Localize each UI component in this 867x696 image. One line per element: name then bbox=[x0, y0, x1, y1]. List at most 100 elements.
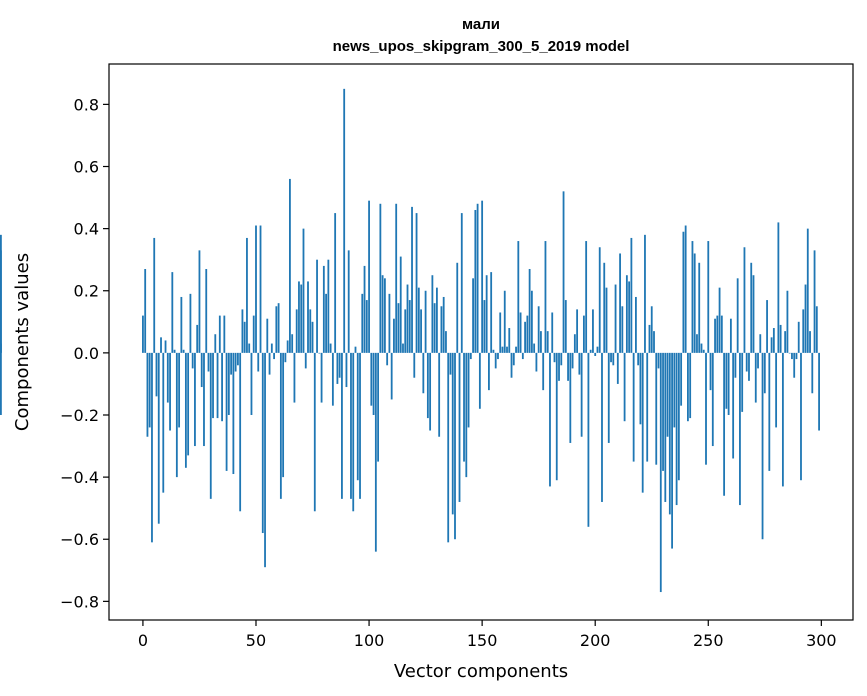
bar-129 bbox=[433, 303, 436, 353]
bar-287 bbox=[791, 352, 793, 360]
bar-267 bbox=[745, 352, 748, 372]
bar-155 bbox=[492, 349, 495, 353]
bar-76 bbox=[313, 352, 316, 512]
bar-194 bbox=[580, 352, 583, 437]
bar-196 bbox=[585, 241, 588, 353]
bar-88 bbox=[341, 352, 343, 499]
bar-165 bbox=[515, 346, 517, 353]
bar-57 bbox=[270, 343, 273, 353]
bar-36 bbox=[223, 315, 226, 353]
bar-252 bbox=[711, 352, 714, 447]
bar-132 bbox=[440, 306, 443, 353]
x-tick-label: 150 bbox=[467, 631, 498, 650]
bar-104 bbox=[377, 352, 380, 462]
bar-28 bbox=[205, 269, 208, 353]
bar-215 bbox=[628, 281, 631, 353]
bar-242 bbox=[689, 352, 692, 419]
bar-139 bbox=[456, 262, 459, 353]
bar-169 bbox=[524, 321, 526, 353]
bar-288 bbox=[793, 352, 796, 378]
bar-109 bbox=[388, 293, 391, 353]
bar-282 bbox=[779, 324, 782, 353]
bar-233 bbox=[668, 352, 671, 515]
bar-120 bbox=[413, 352, 416, 378]
bar-95 bbox=[356, 352, 359, 481]
bar-253 bbox=[714, 318, 716, 353]
bar-168 bbox=[521, 352, 524, 360]
bar-133 bbox=[442, 296, 445, 353]
bar-3 bbox=[148, 352, 151, 428]
plot-frame bbox=[108, 63, 854, 621]
bar-31 bbox=[212, 352, 214, 419]
bar-238 bbox=[680, 352, 683, 406]
bar-18 bbox=[182, 349, 185, 353]
bar-256 bbox=[720, 315, 723, 353]
bar-72 bbox=[304, 352, 307, 369]
bar-292 bbox=[802, 309, 805, 353]
bar-66 bbox=[291, 334, 294, 353]
bar-185 bbox=[560, 352, 563, 366]
bar-190 bbox=[571, 352, 574, 369]
bar-9 bbox=[162, 352, 165, 493]
bar-122 bbox=[417, 287, 420, 353]
bar-198 bbox=[589, 349, 592, 353]
y-tick-label: 0.2 bbox=[74, 282, 99, 301]
bar-188 bbox=[567, 352, 569, 381]
bar-207 bbox=[610, 352, 612, 363]
bar-94 bbox=[354, 346, 357, 353]
bar-228 bbox=[657, 352, 660, 369]
x-tick-label: 0 bbox=[138, 631, 148, 650]
bar-187 bbox=[564, 300, 567, 353]
bar-43 bbox=[239, 352, 242, 512]
bar-222 bbox=[644, 234, 646, 353]
bar-98 bbox=[363, 265, 366, 353]
bar-undefined bbox=[0, 250, 2, 353]
bar-151 bbox=[483, 300, 486, 353]
y-tick-label: −0.6 bbox=[60, 530, 99, 549]
bar-202 bbox=[598, 247, 601, 353]
bar-33 bbox=[216, 352, 219, 419]
bar-219 bbox=[637, 352, 640, 366]
bar-176 bbox=[540, 331, 542, 353]
bar-296 bbox=[811, 352, 814, 394]
bar-265 bbox=[741, 352, 744, 412]
bar-134 bbox=[445, 331, 447, 353]
bar-137 bbox=[451, 352, 454, 515]
bar-136 bbox=[449, 352, 452, 375]
bar-161 bbox=[506, 346, 508, 353]
bar-105 bbox=[379, 203, 382, 353]
bar-251 bbox=[709, 352, 712, 391]
bar-55 bbox=[266, 318, 269, 353]
bar-10 bbox=[164, 340, 167, 353]
bar-179 bbox=[546, 331, 549, 353]
bar-240 bbox=[684, 225, 687, 353]
bar-154 bbox=[490, 272, 493, 353]
bar-160 bbox=[503, 290, 506, 353]
bar-209 bbox=[614, 284, 617, 353]
bar-268 bbox=[748, 352, 750, 381]
y-tick-label: 0.0 bbox=[74, 344, 99, 363]
bar-131 bbox=[438, 352, 441, 437]
bar-206 bbox=[607, 352, 610, 443]
x-tick-label: 250 bbox=[693, 631, 724, 650]
bar-undefined bbox=[0, 352, 2, 415]
bar-48 bbox=[250, 352, 253, 415]
bar-210 bbox=[616, 352, 619, 384]
bar-59 bbox=[275, 306, 278, 353]
bar-177 bbox=[542, 352, 545, 391]
bar-65 bbox=[289, 178, 291, 353]
bar-186 bbox=[562, 191, 565, 353]
bar-181 bbox=[551, 312, 554, 353]
bar-90 bbox=[345, 352, 348, 388]
x-tick-label: 100 bbox=[354, 631, 385, 650]
bar-86 bbox=[336, 352, 339, 384]
bar-149 bbox=[478, 352, 481, 409]
bar-92 bbox=[350, 352, 352, 499]
bar-40 bbox=[232, 352, 235, 475]
bar-216 bbox=[630, 237, 633, 353]
bar-67 bbox=[293, 352, 296, 403]
y-tick-label: 0.6 bbox=[74, 158, 99, 177]
bar-70 bbox=[300, 284, 303, 353]
bar-291 bbox=[800, 352, 802, 481]
bar-170 bbox=[526, 315, 529, 353]
